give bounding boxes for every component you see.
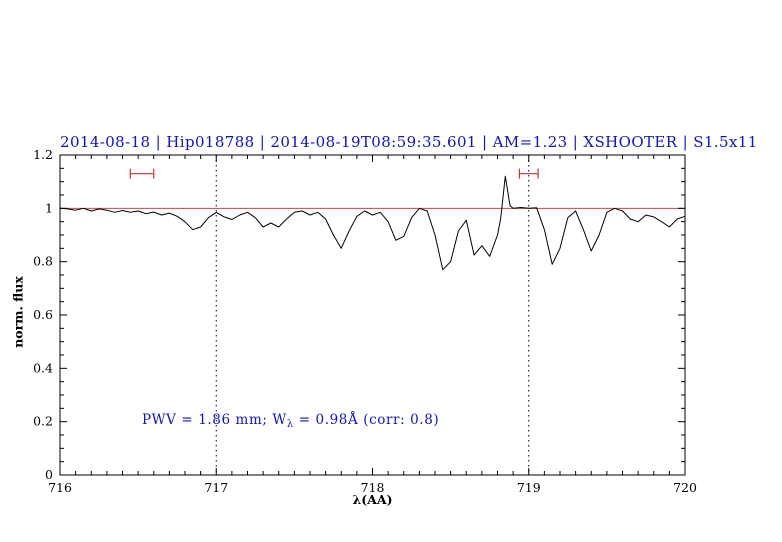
- plot-title: 2014-08-18 | Hip018788 | 2014-08-19T08:5…: [60, 133, 758, 151]
- x-axis-label: λ(AA): [352, 492, 393, 507]
- band-marker: [129, 168, 155, 179]
- pwv-annotation: PWV = 1.86 mm; Wλ = 0.98Å (corr: 0.8): [142, 412, 439, 430]
- y-axis-label: norm. flux: [10, 276, 26, 348]
- x-tick-label: 719: [517, 480, 541, 495]
- y-tick-label: 0.8: [33, 254, 53, 269]
- spectrum-line: [59, 175, 686, 271]
- band-marker: [518, 168, 539, 179]
- y-tick-label: 0.6: [33, 307, 53, 322]
- y-tick-label: 1: [45, 200, 53, 215]
- y-tick-label: 0.2: [33, 414, 53, 429]
- x-tick-label: 716: [48, 480, 72, 495]
- x-tick-label: 717: [204, 480, 228, 495]
- x-tick-label: 718: [361, 480, 385, 495]
- x-tick-label: 720: [673, 480, 697, 495]
- pwv-annotation-subscript: λ: [286, 419, 294, 430]
- y-tick-label: 1.2: [33, 147, 53, 162]
- pwv-annotation-suffix: = 0.98Å (corr: 0.8): [293, 412, 440, 428]
- y-tick-label: 0: [45, 467, 53, 482]
- y-tick-label: 0.4: [33, 360, 53, 375]
- pwv-annotation-prefix: PWV = 1.86 mm; W: [142, 412, 287, 428]
